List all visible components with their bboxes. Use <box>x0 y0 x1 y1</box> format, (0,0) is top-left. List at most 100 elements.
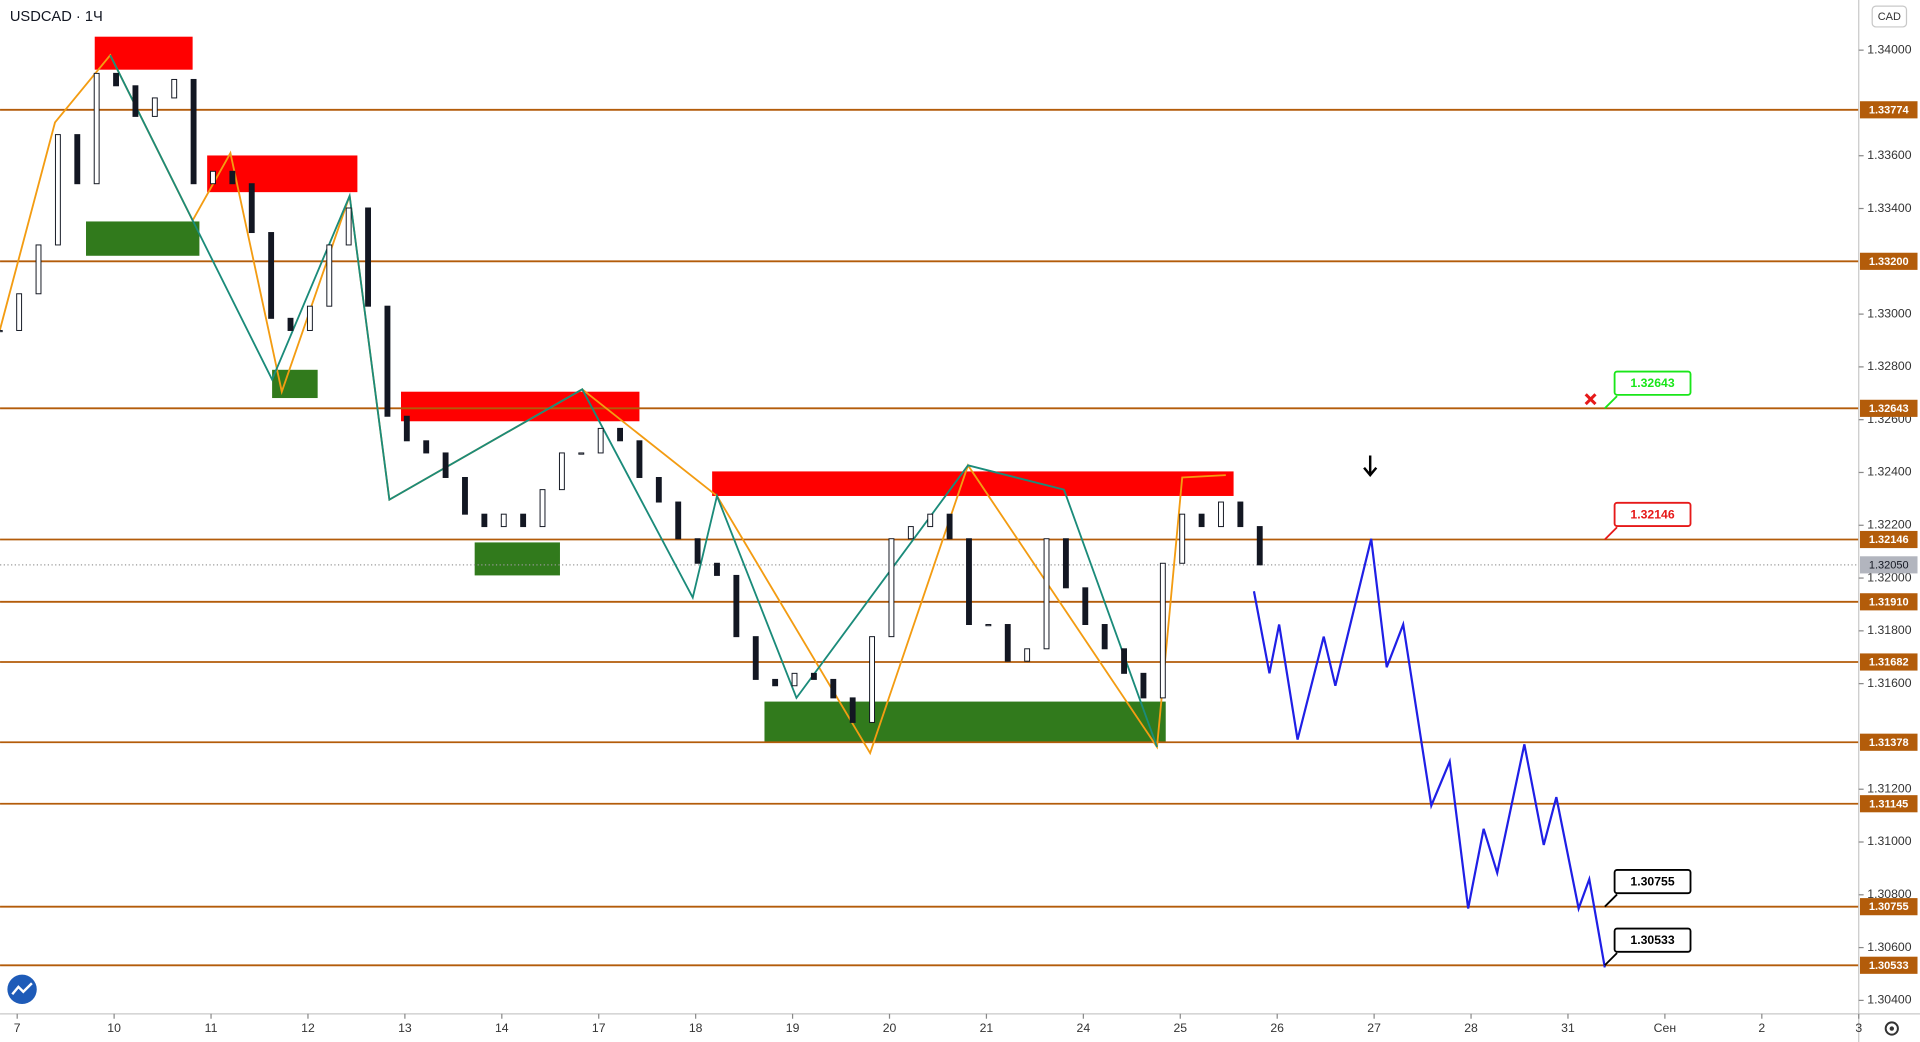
callout-box <box>1613 370 1692 396</box>
candle <box>151 97 158 117</box>
candle <box>384 305 391 417</box>
level-label: 1.31378 <box>1869 737 1909 749</box>
level-label: 1.30533 <box>1869 960 1909 972</box>
y-tick-label: 1.32400 <box>1867 465 1911 479</box>
candle <box>907 526 914 540</box>
level-label-bg <box>1859 653 1918 671</box>
candle <box>578 452 585 455</box>
currency-label[interactable]: CAD <box>1878 11 1901 23</box>
x-tick-label: 11 <box>205 1021 218 1035</box>
candle <box>752 636 759 680</box>
callout-box <box>1613 501 1692 527</box>
candle <box>655 476 662 503</box>
zone <box>712 471 1234 496</box>
level-label-bg <box>1859 101 1918 119</box>
candle <box>1062 538 1069 589</box>
axes: 1.34000 1.33600 1.33400 1.33000 1.32800 1.326… <box>14 42 1918 1035</box>
y-tick-label: 1.32200 <box>1867 517 1911 531</box>
callout-label: 1.32146 <box>1630 507 1674 521</box>
y-tick-label: 1.32800 <box>1867 359 1911 373</box>
x-tick-label: 13 <box>398 1021 412 1035</box>
candle <box>772 678 779 687</box>
level-label-bg <box>1859 733 1918 751</box>
x-tick-label: 28 <box>1464 1021 1478 1035</box>
candle <box>888 538 895 638</box>
zone <box>401 391 640 422</box>
level-label: 1.31682 <box>1869 657 1909 669</box>
candle <box>93 72 100 185</box>
candle <box>16 293 23 331</box>
candle <box>54 134 61 246</box>
candle <box>229 170 236 185</box>
zone <box>474 542 560 576</box>
level-label: 1.31910 <box>1869 596 1909 608</box>
x-tick-label: 20 <box>883 1021 897 1035</box>
level-label-bg <box>1859 593 1918 611</box>
candle <box>74 134 81 185</box>
level-label-bg <box>1859 956 1918 974</box>
candle <box>190 78 197 185</box>
y-tick-label: 1.31000 <box>1867 834 1911 848</box>
candle <box>1004 624 1011 662</box>
candle <box>171 78 178 99</box>
y-tick-label: 1.31200 <box>1867 781 1911 795</box>
candle <box>132 85 139 117</box>
candle <box>791 672 798 687</box>
candle <box>345 207 352 246</box>
candle <box>1218 501 1224 528</box>
callout-label: 1.32643 <box>1630 376 1674 390</box>
x-tick-label: 25 <box>1173 1021 1187 1035</box>
candle <box>966 538 972 625</box>
candle <box>946 513 953 540</box>
wave <box>109 54 1158 748</box>
zone <box>764 701 1166 742</box>
x-tick-label: 14 <box>495 1021 509 1035</box>
callout-label: 1.30533 <box>1630 933 1674 947</box>
candle <box>539 489 546 528</box>
plot-area: 1.32643 1.32146 1.30755 1.30533 <box>0 36 1859 968</box>
candle <box>306 305 313 331</box>
x-tick-label: Сен <box>1654 1021 1676 1035</box>
y-tick-label: 1.30400 <box>1867 993 1911 1007</box>
candle <box>520 513 527 528</box>
callout-box <box>1613 869 1692 895</box>
candle <box>500 513 507 528</box>
candle <box>597 427 604 454</box>
callout-box <box>1613 927 1692 953</box>
callout-pointer <box>1604 952 1618 966</box>
candle <box>287 317 294 331</box>
level-label: 1.32146 <box>1869 534 1909 546</box>
candle <box>1179 513 1186 564</box>
callout-pointer <box>1604 526 1618 541</box>
callout-label: 1.30755 <box>1630 874 1674 888</box>
level-label: 1.32643 <box>1869 403 1909 415</box>
current-price-label: 1.32050 <box>1869 559 1909 571</box>
level-label: 1.33200 <box>1869 256 1909 268</box>
candle <box>442 452 449 478</box>
candle <box>1159 562 1166 699</box>
zone <box>94 36 193 70</box>
level-label: 1.30755 <box>1869 901 1909 913</box>
y-tick-label: 1.33400 <box>1867 201 1911 215</box>
candle <box>210 170 216 185</box>
level-label-bg <box>1859 898 1918 916</box>
candle <box>1256 526 1263 566</box>
y-tick-label: 1.32000 <box>1867 570 1911 584</box>
currency-button[interactable] <box>1871 5 1908 28</box>
forecast-path <box>1252 538 1606 968</box>
candle <box>0 329 3 333</box>
x-tick-label: 21 <box>980 1021 994 1035</box>
y-tick-label: 1.30800 <box>1867 887 1911 901</box>
candle <box>927 513 934 528</box>
logo[interactable] <box>7 974 37 1005</box>
candle <box>365 207 371 307</box>
candle <box>810 672 817 680</box>
candle <box>636 440 643 478</box>
candle <box>113 72 119 87</box>
candle <box>481 513 488 528</box>
x-tick-label: 2 <box>1758 1021 1765 1035</box>
level-label-bg <box>1859 795 1918 813</box>
settings-button[interactable] <box>1884 1021 1899 1036</box>
